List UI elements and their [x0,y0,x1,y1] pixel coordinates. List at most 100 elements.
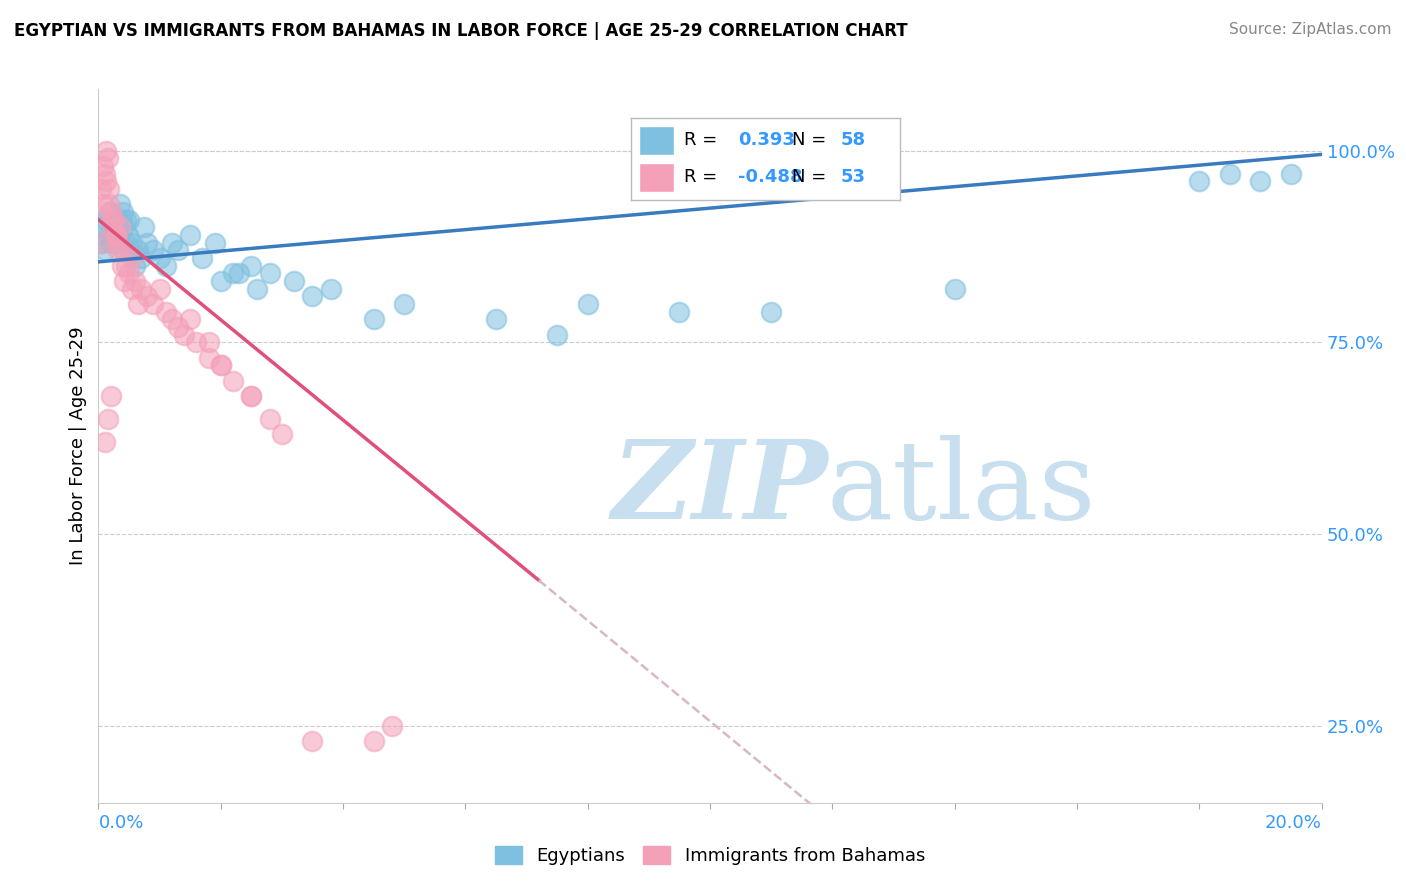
Point [93,167,115,181]
Point [108,197,131,211]
Point [120,244,142,258]
Point [129,282,152,296]
Legend: Egyptians, Immigrants from Bahamas: Egyptians, Immigrants from Bahamas [488,838,932,872]
Point [91,159,114,173]
Point [104,227,127,242]
Point [91,197,114,211]
Point [98,205,121,219]
Point [90,182,112,196]
Point [107,244,129,258]
Point [91,220,114,235]
Y-axis label: In Labor Force | Age 25-29: In Labor Force | Age 25-29 [69,326,87,566]
Point [142,244,165,258]
Point [118,266,141,280]
Point [228,266,250,280]
Text: atlas: atlas [827,435,1095,542]
Point [100,205,122,219]
Point [100,389,122,403]
Point [93,435,115,450]
Text: N =: N = [792,131,827,149]
Point [127,297,149,311]
Point [363,312,385,326]
Point [98,197,121,211]
Point [136,235,159,250]
Point [319,282,342,296]
Point [283,274,305,288]
Point [101,220,124,235]
Point [167,320,190,334]
Point [94,144,117,158]
Text: R =: R = [685,131,717,149]
FancyBboxPatch shape [638,163,673,192]
Point [97,151,120,165]
Point [179,227,201,242]
Point [104,212,127,227]
Point [270,427,294,442]
Point [90,235,112,250]
Point [240,389,263,403]
Point [124,259,146,273]
Point [107,220,129,235]
Point [209,359,232,373]
Point [943,282,966,296]
Point [101,212,124,227]
Point [186,335,208,350]
Text: 0.393: 0.393 [738,131,794,149]
Point [668,304,690,318]
Point [103,212,125,227]
FancyBboxPatch shape [638,126,673,154]
Point [191,251,214,265]
Point [301,734,323,748]
Point [209,359,232,373]
Point [149,282,172,296]
Point [98,182,121,196]
Point [1188,174,1211,188]
Point [576,297,599,311]
Point [149,251,172,265]
Text: EGYPTIAN VS IMMIGRANTS FROM BAHAMAS IN LABOR FORCE | AGE 25-29 CORRELATION CHART: EGYPTIAN VS IMMIGRANTS FROM BAHAMAS IN L… [14,22,908,40]
Text: 58: 58 [841,131,866,149]
Point [197,351,219,365]
Point [105,235,128,250]
Text: 20.0%: 20.0% [1265,814,1322,832]
Point [142,297,165,311]
Point [761,304,783,318]
Point [100,235,122,250]
Point [112,220,135,235]
Point [108,220,131,235]
Point [108,227,131,242]
Text: 0.0%: 0.0% [98,814,143,832]
Point [485,312,508,326]
Text: R =: R = [685,169,717,186]
Point [209,274,232,288]
Point [392,297,416,311]
Point [155,304,177,318]
Point [121,235,143,250]
Point [134,220,156,235]
Point [121,282,143,296]
Point [179,312,201,326]
Point [240,389,263,403]
Point [115,212,138,227]
Point [155,259,177,273]
Point [363,734,385,748]
Point [167,244,190,258]
Point [1219,167,1241,181]
Point [112,274,135,288]
Point [1279,167,1302,181]
Point [121,251,143,265]
Point [90,235,112,250]
Point [160,312,183,326]
Point [105,235,128,250]
Text: -0.488: -0.488 [738,169,803,186]
Point [97,412,120,426]
Point [173,327,195,342]
Point [111,244,134,258]
Point [111,259,134,273]
Point [136,289,159,303]
Point [104,227,127,242]
Point [222,266,245,280]
Text: 53: 53 [841,169,866,186]
Text: Source: ZipAtlas.com: Source: ZipAtlas.com [1229,22,1392,37]
Text: ZIP: ZIP [612,435,828,542]
